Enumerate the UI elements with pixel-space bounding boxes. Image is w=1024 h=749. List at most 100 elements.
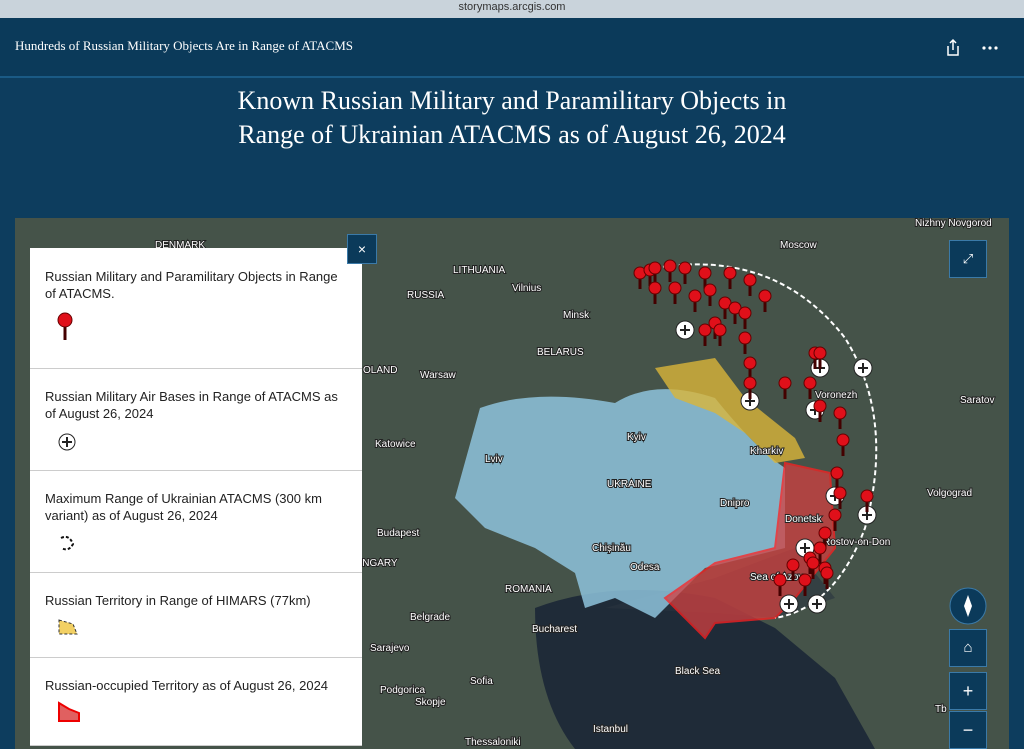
zoom-in-button[interactable]: +	[949, 672, 987, 710]
pin-head	[678, 261, 692, 275]
header-icons[interactable]	[944, 38, 1004, 58]
pin-head	[833, 406, 847, 420]
pin-head	[828, 508, 842, 522]
pin-head	[738, 306, 752, 320]
pin-head	[698, 266, 712, 280]
map-label: Skopje	[415, 697, 446, 708]
airbase-icon	[812, 599, 822, 609]
map-label: Rostov-on-Don	[823, 537, 890, 548]
pin-head	[806, 556, 820, 570]
map-label: Vilnius	[512, 283, 541, 294]
expand-button[interactable]: ⤢	[949, 240, 987, 278]
map-label: ROMANIA	[505, 584, 552, 595]
map-label: Budapest	[377, 528, 419, 539]
story-title-line: Known Russian Military and Paramilitary …	[237, 86, 787, 115]
map-label: Tb	[935, 704, 947, 715]
airbase-icon	[800, 543, 810, 553]
pin-head	[820, 566, 834, 580]
pin-head	[688, 289, 702, 303]
map-label: Katowice	[375, 439, 416, 450]
pin-head	[813, 541, 827, 555]
home-button[interactable]: ⌂	[949, 629, 987, 667]
pin-head	[648, 281, 662, 295]
map-label: Kharkiv	[750, 446, 783, 457]
map-label: Podgorica	[380, 685, 425, 696]
map-label: Odesa	[630, 562, 660, 573]
pin-head	[663, 259, 677, 273]
pin-head	[786, 558, 800, 572]
map-label: Lviv	[485, 454, 503, 465]
map-label: Thessaloniki	[465, 737, 521, 748]
pin-head	[713, 323, 727, 337]
legend-item: Maximum Range of Ukrainian ATACMS (300 k…	[30, 470, 362, 573]
pin-head	[773, 573, 787, 587]
pin-head	[648, 261, 662, 275]
legend-label: Russian-occupied Territory as of August …	[45, 678, 329, 693]
pin-head	[860, 489, 874, 503]
map-label: Moscow	[780, 240, 817, 251]
airbase-icon	[858, 363, 868, 373]
pin-head	[803, 376, 817, 390]
map-label: UKRAINE	[607, 479, 652, 490]
legend-label: Maximum Range of Ukrainian ATACMS (300 k…	[45, 491, 322, 523]
map-label: Saratov	[960, 395, 994, 406]
legend-item: Russian Military Air Bases in Range of A…	[30, 368, 362, 471]
map-label: Bucharest	[532, 624, 577, 635]
map-label: Sarajevo	[370, 643, 410, 654]
pin-head	[833, 486, 847, 500]
map-label: UNGARY	[355, 558, 398, 569]
legend-item: Russian-occupied Territory as of August …	[30, 657, 362, 746]
pin-head	[778, 376, 792, 390]
map-label: Nizhny Novgorod	[915, 218, 992, 229]
map-label: Minsk	[563, 310, 590, 321]
header: Hundreds of Russian Military Objects Are…	[0, 18, 1024, 78]
map-label: Warsaw	[420, 370, 457, 381]
legend-icon	[57, 312, 73, 340]
pin-head	[743, 273, 757, 287]
pin-head	[813, 399, 827, 413]
pin-head	[698, 323, 712, 337]
map-label: Kyiv	[627, 432, 646, 443]
legend-icon	[60, 535, 75, 551]
legend-label: Russian Military and Paramilitary Object…	[45, 269, 338, 301]
zoom-out-button[interactable]: −	[949, 711, 987, 749]
map-label: LITHUANIA	[453, 265, 506, 276]
header-title: Hundreds of Russian Military Objects Are…	[15, 38, 354, 53]
story-title-line: Range of Ukrainian ATACMS as of August 2…	[238, 120, 786, 149]
map-label: Voronezh	[815, 390, 857, 401]
pin-head	[723, 266, 737, 280]
map-label: RUSSIA	[407, 290, 445, 301]
pin-head	[743, 376, 757, 390]
legend-icon	[58, 619, 78, 635]
compass-button[interactable]	[949, 587, 987, 625]
legend-item: Russian Territory in Range of HIMARS (77…	[30, 572, 362, 658]
pin-head	[813, 346, 827, 360]
pin-head	[818, 526, 832, 540]
airbase-icon	[680, 325, 690, 335]
map-label: Black Sea	[675, 666, 720, 677]
legend-label: Russian Military Air Bases in Range of A…	[45, 389, 338, 421]
legend-panel: Russian Military and Paramilitary Object…	[30, 248, 362, 746]
legend-label: Russian Territory in Range of HIMARS (77…	[45, 593, 311, 608]
map-label: Donetsk	[785, 514, 823, 525]
map-label: Chișinău	[592, 543, 631, 554]
close-button[interactable]: ×	[347, 234, 377, 264]
map-label: Dnipro	[720, 498, 750, 509]
pin-head	[830, 466, 844, 480]
map-label: Sofia	[470, 676, 493, 687]
browser-url: storymaps.arcgis.com	[0, 0, 1024, 18]
pin-head	[836, 433, 850, 447]
pin-head	[743, 356, 757, 370]
airbase-icon	[784, 599, 794, 609]
pin-head	[668, 281, 682, 295]
map-label: Volgograd	[927, 488, 972, 499]
map-label: Istanbul	[593, 724, 628, 735]
map-label: OLAND	[363, 365, 397, 376]
legend-icon	[58, 701, 80, 722]
legend-icon	[58, 433, 76, 451]
pin-head	[738, 331, 752, 345]
pin-head	[798, 573, 812, 587]
pin-head	[703, 283, 717, 297]
map-label: Belgrade	[410, 612, 450, 623]
